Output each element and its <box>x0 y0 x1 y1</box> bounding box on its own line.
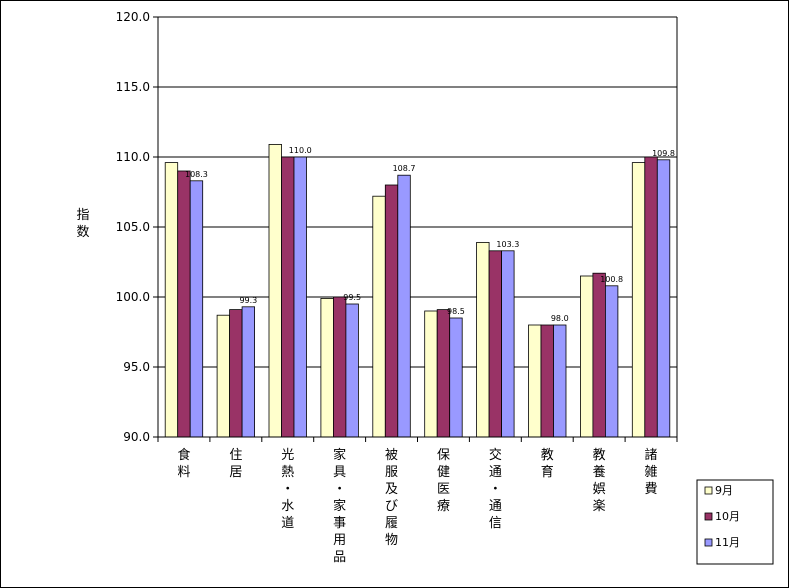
bar-3-9 <box>605 285 619 438</box>
category-label: 光熱・水道 <box>281 448 294 531</box>
bar-3-6 <box>449 317 463 438</box>
bar-1-2 <box>216 314 231 438</box>
category-label: 住居 <box>229 448 242 480</box>
bar-2-3 <box>281 156 295 438</box>
bar-2-4 <box>332 296 347 438</box>
data-label: 98.0 <box>551 314 569 323</box>
category-label: 交通・通信 <box>489 447 502 531</box>
bar-3-10 <box>656 159 671 438</box>
bar-2-9 <box>592 272 606 438</box>
y-tick-label: 120.0 <box>116 10 150 24</box>
y-tick-label: 115.0 <box>116 80 150 94</box>
bar-3-5 <box>397 174 411 438</box>
bar-1-6 <box>424 310 438 438</box>
bar-2-5 <box>384 184 399 438</box>
bar-3-7 <box>501 250 515 438</box>
data-label: 108.3 <box>185 170 208 179</box>
y-axis-title: 指数 <box>76 208 89 240</box>
legend-label: 11月 <box>715 536 740 549</box>
legend-swatch <box>704 512 713 521</box>
data-label: 103.3 <box>496 240 519 249</box>
data-label: 98.5 <box>447 307 465 316</box>
y-tick-label: 110.0 <box>116 150 150 164</box>
y-tick-label: 100.0 <box>116 290 150 304</box>
bar-1-3 <box>268 143 282 438</box>
data-label: 99.5 <box>343 293 361 302</box>
bar-1-7 <box>476 241 490 438</box>
bar-1-9 <box>580 275 594 438</box>
data-label: 108.7 <box>393 164 416 173</box>
bar-2-10 <box>644 156 658 438</box>
data-label: 99.3 <box>239 296 257 305</box>
bar-2-7 <box>488 250 503 438</box>
legend-label: 10月 <box>715 510 740 523</box>
y-tick-label: 105.0 <box>116 220 150 234</box>
category-label: 教育 <box>541 447 554 480</box>
category-label: 被服及び履物 <box>385 448 398 548</box>
category-label: 諸雑費 <box>645 447 658 497</box>
bar-1-8 <box>528 324 542 438</box>
data-label: 110.0 <box>289 146 312 155</box>
x-axis-categories: 食料 住居 光熱・水道 家具・家事用品 被服及び履物 保健医療 交通・通信 教育 教養娯楽 諸雑費 <box>177 447 657 565</box>
bar-1-10 <box>631 162 646 438</box>
category-label: 保健医療 <box>437 448 450 514</box>
y-axis-label: 指数 <box>76 208 89 240</box>
bar-1-5 <box>372 195 386 438</box>
axes <box>157 16 678 442</box>
bar-3-1 <box>189 180 204 438</box>
bar-3-3 <box>293 156 307 438</box>
bar-3-4 <box>345 303 359 438</box>
data-label: 100.8 <box>600 275 623 284</box>
bars <box>164 143 671 438</box>
legend-swatch <box>704 486 713 495</box>
y-tick-label: 95.0 <box>123 360 150 374</box>
bar-1-1 <box>164 162 179 438</box>
category-label: 食料 <box>177 447 190 480</box>
y-axis-ticks: 90.0 95.0 100.0 105.0 110.0 115.0 120.0 <box>116 10 158 444</box>
data-label: 109.8 <box>652 149 675 158</box>
bar-2-2 <box>229 309 243 438</box>
y-tick-label: 90.0 <box>123 430 150 444</box>
bar-3-8 <box>553 324 567 438</box>
legend: 9月 10月 11月 <box>696 479 774 565</box>
data-labels: 108.3 99.3 110.0 99.5 108.7 98.5 103.3 98.0 100.… <box>185 146 675 323</box>
category-label: 家具・家事用品 <box>333 447 346 565</box>
bar-2-1 <box>177 170 191 438</box>
category-label: 教養娯楽 <box>593 447 606 514</box>
bar-1-4 <box>320 297 334 438</box>
bar-3-2 <box>241 306 256 438</box>
bar-2-8 <box>540 324 554 438</box>
bar-2-6 <box>436 309 451 438</box>
legend-label: 9月 <box>715 484 733 497</box>
legend-swatch <box>704 538 713 547</box>
